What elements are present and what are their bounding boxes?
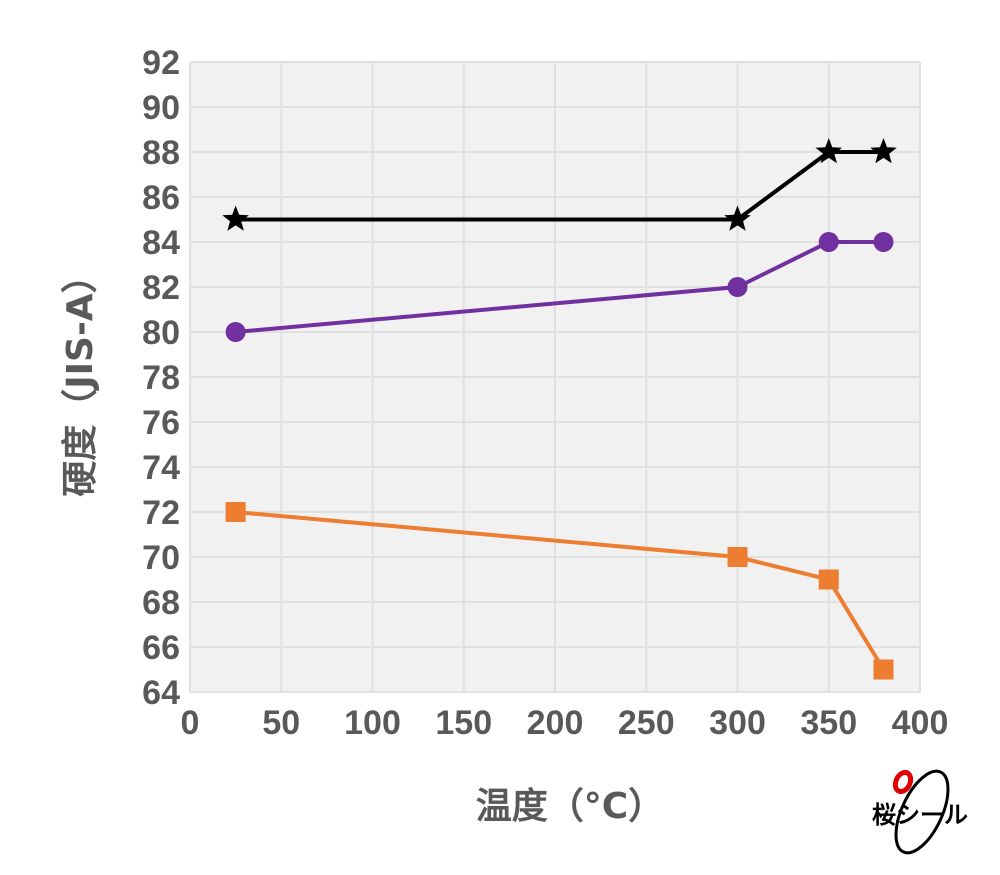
x-tick-label: 250 [618, 704, 675, 742]
data-point-square [727, 547, 748, 567]
y-tick-label: 90 [142, 89, 180, 127]
y-tick-label: 72 [142, 494, 180, 532]
y-tick-label: 88 [142, 134, 180, 172]
data-point-square [818, 569, 839, 590]
x-tick-label: 100 [344, 704, 401, 742]
series-line-square [235, 510, 886, 671]
data-point-star [870, 138, 897, 164]
y-tick-label: 70 [142, 539, 180, 577]
series-line-star [235, 150, 884, 222]
y-tick-label: 78 [142, 359, 180, 397]
data-point-circle [727, 277, 748, 297]
tick-labels: 0 50 100 150 200 250 300 350 400 64 66 68 70 72 74 76 78… [142, 44, 948, 742]
grid [189, 61, 921, 693]
x-tick-label: 50 [262, 704, 300, 742]
x-tick-label: 350 [800, 704, 857, 742]
logo-text: 桜シール [872, 801, 968, 829]
x-tick-label: 400 [892, 704, 949, 742]
x-tick-label: 150 [435, 704, 492, 742]
x-tick-label: 200 [527, 704, 584, 742]
data-point-square [873, 659, 894, 680]
x-axis-label: 温度（°C） [476, 786, 664, 827]
y-tick-label: 66 [142, 629, 180, 667]
data-point-circle [818, 232, 839, 252]
y-tick-label: 80 [142, 314, 180, 352]
data-point-circle [873, 232, 894, 252]
y-tick-label: 74 [142, 449, 180, 487]
series-line-circle [235, 240, 884, 334]
y-tick-label: 86 [142, 179, 180, 217]
y-tick-label: 76 [142, 404, 180, 442]
y-tick-label: 92 [142, 44, 180, 82]
x-tick-label: 0 [181, 704, 200, 742]
y-tick-label: 84 [142, 224, 180, 262]
data-point-square [225, 502, 246, 522]
data-point-star [222, 205, 249, 231]
y-tick-label: 64 [142, 674, 180, 712]
logo: 桜シール [872, 769, 968, 855]
data-point-circle [225, 322, 246, 342]
data-point-star [724, 205, 751, 231]
y-tick-label: 82 [142, 269, 180, 307]
x-tick-label: 300 [709, 704, 766, 742]
data-point-star [815, 138, 843, 164]
y-axis-label: 硬度（JIS-A） [60, 257, 101, 497]
series-group [222, 138, 897, 680]
y-tick-label: 68 [142, 584, 180, 622]
